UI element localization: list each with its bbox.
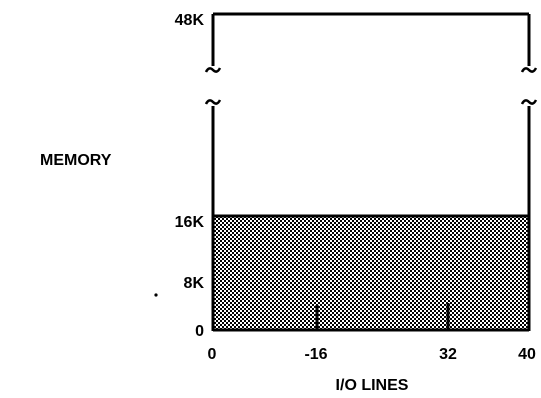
y-axis-label: MEMORY [40, 152, 112, 169]
axis-break-left-top [204, 67, 222, 73]
axis-break-right-top [520, 67, 538, 73]
stray-dot [154, 293, 158, 297]
x-tick-40: 40 [518, 346, 536, 363]
x-axis-label: I/O LINES [336, 377, 409, 394]
y-tick-48k: 48K [175, 12, 205, 29]
x-tick-32: 32 [439, 346, 457, 363]
y-tick-8k: 8K [184, 275, 205, 292]
y-tick-0: 0 [195, 323, 204, 340]
shaded-region [213, 216, 529, 330]
axis-break-left-bottom [204, 99, 222, 105]
axis-break-right-bottom [520, 99, 538, 105]
x-tick-16: -16 [304, 346, 327, 363]
y-tick-16k: 16K [175, 214, 205, 231]
x-tick-0: 0 [208, 346, 217, 363]
